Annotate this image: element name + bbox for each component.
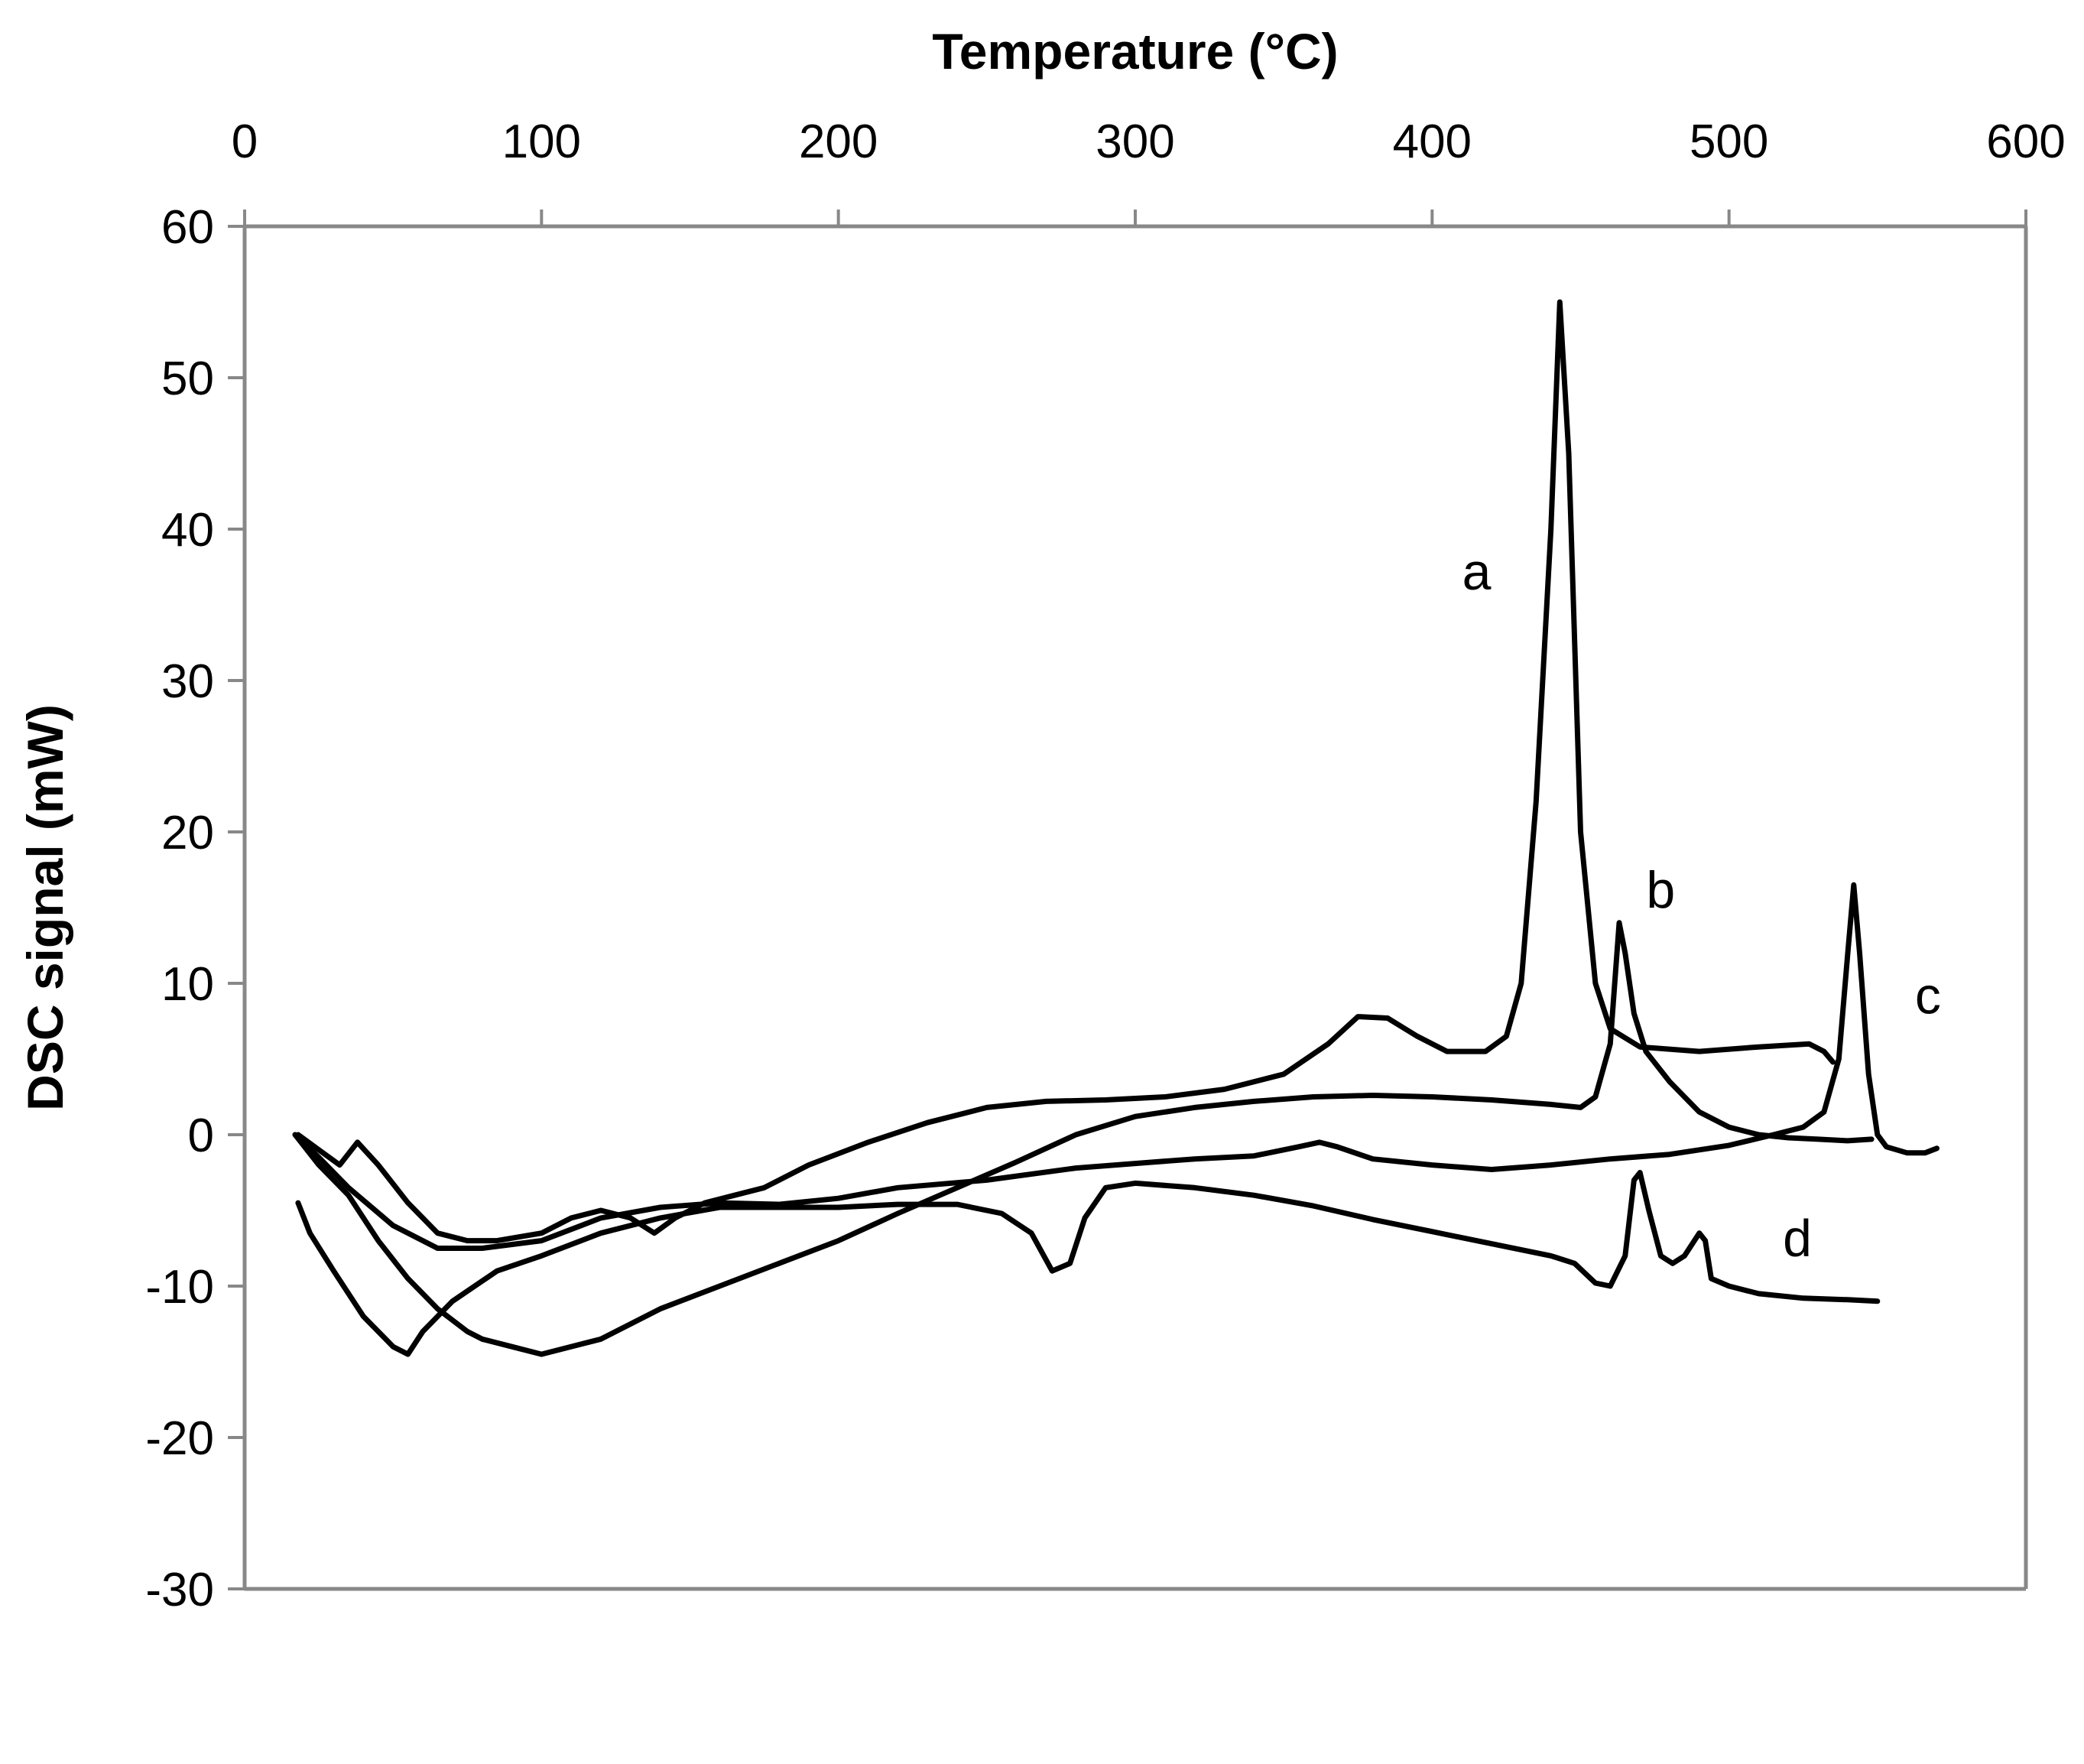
annotations-group: a b c d (1462, 543, 1941, 1267)
series-label-d: d (1783, 1209, 1812, 1267)
x-ticks: 0 100 200 300 400 500 600 (232, 115, 2066, 226)
y-tick-label: 50 (161, 352, 214, 405)
y-tick-label: -30 (145, 1564, 214, 1616)
y-tick-label: 30 (161, 655, 214, 708)
y-tick-label: -20 (145, 1412, 214, 1465)
series-line-c (295, 299, 1836, 1244)
y-tick-label: 0 (188, 1109, 214, 1162)
y-tick-label: -10 (145, 1261, 214, 1314)
series-line-a (292, 882, 1940, 1251)
y-tick-label: 10 (161, 958, 214, 1011)
x-axis-title: Temperature (°C) (932, 23, 1338, 80)
x-tick-label: 300 (1096, 115, 1174, 168)
x-tick-label: 100 (502, 115, 581, 168)
x-tick-label: 500 (1690, 115, 1768, 168)
x-tick-label: 200 (799, 115, 878, 168)
y-tick-label: 40 (161, 504, 214, 557)
axes-group (242, 224, 2028, 1591)
y-axis-title: DSC signal (mW) (17, 704, 73, 1111)
series-label-b: b (1646, 861, 1675, 919)
y-tick-label: 20 (161, 807, 214, 859)
y-tick-label: 60 (161, 201, 214, 254)
series-line-d (295, 1170, 1881, 1357)
x-tick-label: 600 (1986, 115, 2065, 168)
x-tick-label: 0 (232, 115, 258, 168)
series-line-b (292, 920, 1875, 1357)
y-ticks: -30 -20 -10 0 10 20 30 40 50 60 (145, 201, 245, 1616)
series-group (292, 299, 1940, 1357)
series-label-c: c (1915, 967, 1941, 1025)
x-tick-label: 400 (1393, 115, 1472, 168)
series-label-a: a (1462, 543, 1492, 601)
